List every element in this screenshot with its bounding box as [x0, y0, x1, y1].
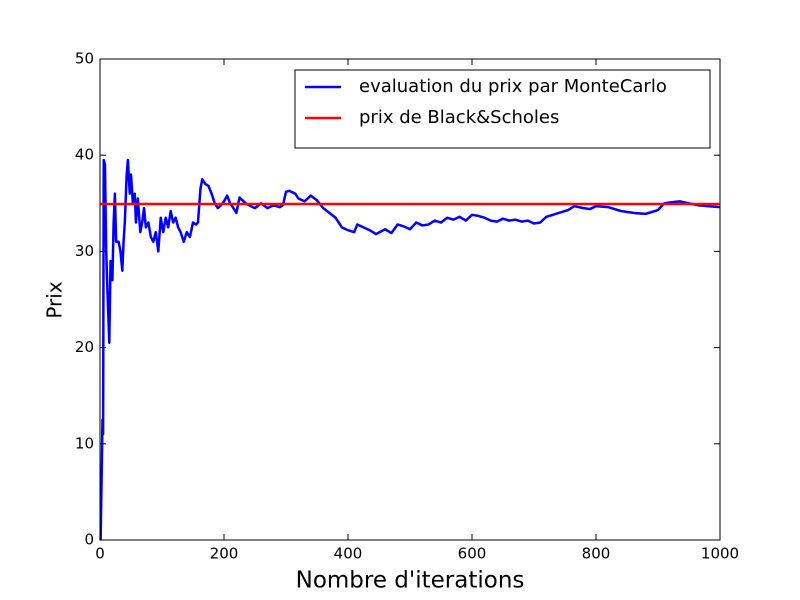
x-tick-label: 0: [95, 545, 105, 563]
data-line: [99, 158, 721, 541]
y-axis-label: Prix: [43, 281, 67, 318]
plot-frame: [99, 58, 721, 541]
x-tick-label: 800: [582, 545, 611, 563]
y-tick-label: 20: [75, 338, 94, 356]
y-tick-label: 10: [75, 434, 94, 452]
legend-label: evaluation du prix par MonteCarlo: [359, 76, 667, 97]
y-tick-label: 0: [84, 531, 94, 549]
x-tick-label: 200: [210, 545, 239, 563]
legend-box: [294, 69, 711, 149]
x-tick-label: 400: [334, 545, 363, 563]
x-axis-label: Nombre d'iterations: [296, 568, 525, 594]
legend-label: prix de Black&Scholes: [359, 107, 559, 128]
y-tick-label: 50: [75, 50, 94, 68]
y-tick-label: 30: [75, 242, 94, 260]
x-tick-label: 600: [458, 545, 487, 563]
x-tick-label: 1000: [701, 545, 739, 563]
y-tick-label: 40: [75, 146, 94, 164]
